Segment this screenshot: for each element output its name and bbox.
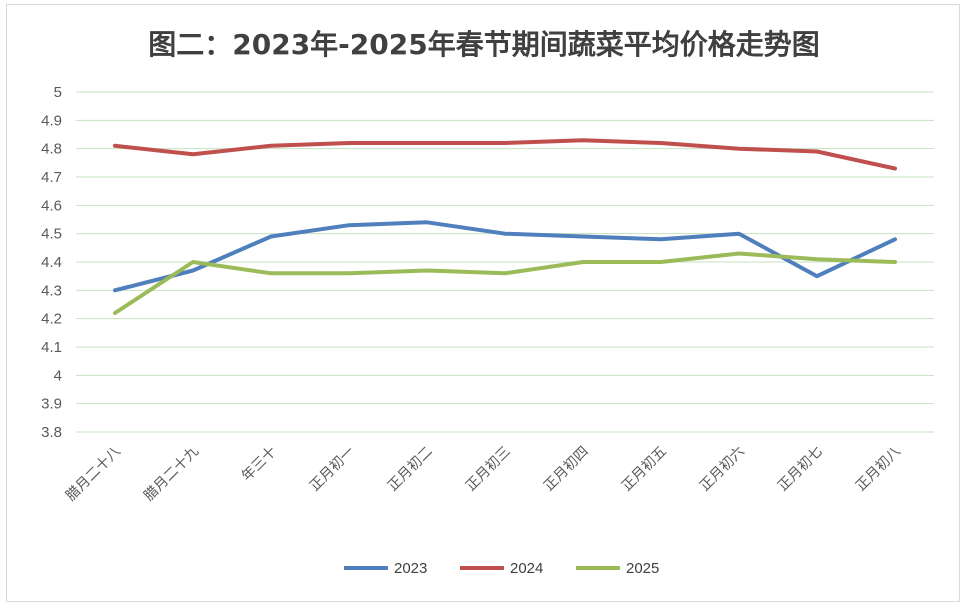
x-tick-label: 腊月二十九: [141, 444, 202, 505]
series-line-2023: [113, 220, 897, 293]
legend: 2023 2024 2025: [344, 560, 659, 577]
y-tick-label: 4.3: [41, 282, 62, 299]
y-tick-label: 3.9: [41, 396, 62, 413]
x-tick-label: 年三十: [239, 444, 280, 485]
x-tick-label: 正月初一: [306, 443, 358, 495]
series-line-2025: [113, 251, 897, 315]
y-axis-ticks: 5 4.9 4.8 4.7 4.6 4.5 4.4 4.3 4.2 4.1 4 3.9 3.8: [41, 84, 62, 441]
legend-label-2025: 2025: [626, 560, 659, 577]
legend-label-2023: 2023: [394, 560, 427, 577]
series-lines: [113, 138, 897, 315]
y-tick-label: 4: [54, 367, 62, 384]
y-tick-label: 3.8: [41, 424, 62, 441]
x-tick-label: 正月初二: [384, 443, 436, 495]
x-tick-label: 正月初四: [540, 443, 592, 495]
y-tick-label: 4.8: [41, 141, 62, 158]
series-line-2024: [113, 138, 897, 171]
x-tick-label: 正月初八: [852, 443, 904, 495]
chart-frame: [6, 4, 960, 602]
x-axis-ticks: 腊月二十八 腊月二十九 年三十 正月初一 正月初二 正月初三 正月初四 正月初五 正月初六 正月初…: [63, 443, 904, 505]
y-tick-label: 4.1: [41, 339, 62, 356]
x-tick-label: 正月初三: [462, 443, 514, 495]
y-tick-label: 5: [54, 84, 62, 101]
y-tick-label: 4.6: [41, 197, 62, 214]
x-tick-label: 正月初五: [618, 443, 670, 495]
x-tick-label: 正月初六: [696, 443, 748, 495]
chart-title: 图二：2023年-2025年春节期间蔬菜平均价格走势图: [148, 28, 819, 61]
x-tick-label: 腊月二十八: [63, 444, 124, 505]
y-tick-label: 4.7: [41, 169, 62, 186]
y-tick-label: 4.4: [41, 254, 62, 271]
y-tick-label: 4.5: [41, 226, 62, 243]
legend-label-2024: 2024: [510, 560, 543, 577]
y-tick-label: 4.9: [41, 112, 62, 129]
x-tick-label: 正月初七: [774, 443, 826, 495]
y-tick-label: 4.2: [41, 311, 62, 328]
